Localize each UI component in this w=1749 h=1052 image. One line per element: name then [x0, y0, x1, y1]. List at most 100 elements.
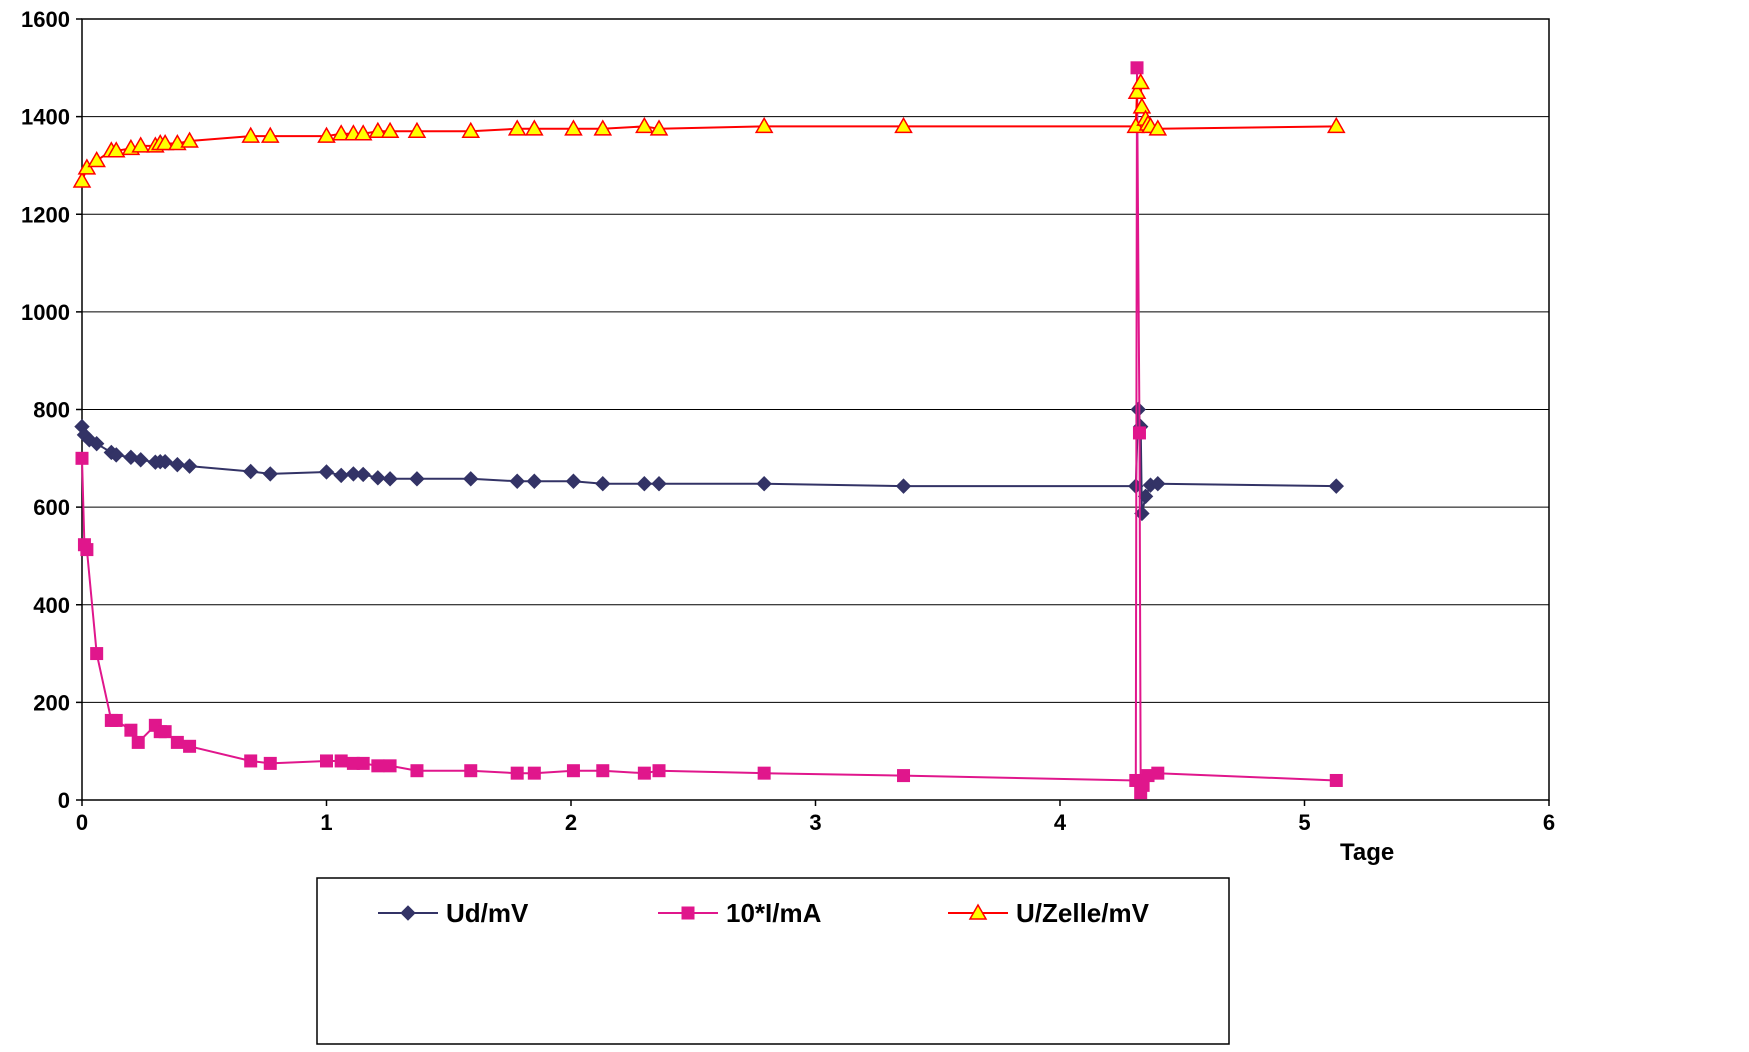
data-point [527, 766, 541, 780]
data-point [1150, 475, 1166, 492]
series-line [81, 67, 1337, 794]
data-point [80, 543, 94, 557]
data-point [87, 151, 106, 168]
x-tick-label: 0 [76, 810, 88, 835]
plot-area [81, 18, 1550, 801]
data-point [894, 116, 913, 134]
data-point [681, 906, 695, 920]
data-point [565, 473, 582, 489]
x-tick-label: 1 [320, 810, 332, 835]
legend-label: 10*I/mA [726, 898, 822, 928]
data-point [317, 126, 336, 143]
data-point [242, 463, 259, 480]
series-1 [74, 401, 1344, 522]
data-point [509, 473, 525, 489]
tick-labels: 0 200 400 600 800 1000 1200 1400 1600 0 1 2 3 4 5 6 [21, 7, 1555, 835]
x-tick-label: 5 [1298, 810, 1310, 835]
data-point [968, 903, 988, 920]
data-point [75, 451, 89, 465]
data-point [526, 473, 543, 489]
series-3 [72, 72, 1346, 188]
data-point [564, 119, 583, 136]
data-point [1326, 116, 1346, 134]
legend-item: Ud/mV [378, 898, 529, 928]
data-point [72, 171, 92, 188]
data-point [260, 126, 280, 143]
data-point [263, 756, 277, 770]
legend-label: U/Zelle/mV [1016, 898, 1150, 928]
data-point [262, 466, 278, 482]
y-tick-label: 0 [58, 788, 70, 813]
data-point [109, 713, 123, 727]
legend-box [316, 877, 1230, 1045]
data-point [596, 764, 610, 778]
y-tick-label: 1000 [21, 300, 70, 325]
data-point [463, 471, 479, 487]
y-tick-label: 600 [33, 495, 70, 520]
data-point [1329, 773, 1343, 787]
data-point [90, 647, 104, 661]
data-point [651, 475, 667, 492]
data-point [158, 725, 172, 739]
data-point [368, 121, 388, 139]
data-point [1151, 766, 1165, 780]
y-tick-label: 200 [33, 690, 70, 715]
data-point [637, 766, 651, 780]
y-tick-label: 800 [33, 398, 70, 423]
data-point [331, 124, 351, 141]
legend-label: Ud/mV [446, 898, 529, 928]
legend-item: U/Zelle/mV [948, 898, 1150, 928]
data-point [106, 141, 126, 158]
data-point [1148, 119, 1168, 136]
data-point [1131, 72, 1150, 90]
series-layer [72, 61, 1346, 800]
data-point [124, 723, 138, 737]
data-point [1137, 488, 1154, 505]
data-point [1130, 401, 1146, 418]
series-2 [75, 61, 1343, 800]
data-point [333, 467, 349, 484]
data-point [318, 464, 335, 480]
data-point [244, 754, 258, 768]
data-point [180, 131, 199, 148]
data-point [593, 119, 613, 136]
data-point [241, 126, 260, 143]
legend-entries: Ud/mV 10*I/mA U/Zelle/mV [378, 898, 1150, 928]
data-point [353, 124, 373, 141]
data-point [1328, 478, 1344, 494]
data-point [356, 756, 370, 770]
data-point [635, 116, 654, 134]
data-point [155, 133, 175, 151]
data-point [380, 121, 400, 139]
legend-item: 10*I/mA [658, 898, 822, 928]
data-point [897, 769, 911, 783]
data-point [595, 475, 611, 492]
y-tick-label: 400 [33, 593, 70, 618]
data-point [757, 766, 771, 780]
data-point [320, 754, 333, 768]
data-point [169, 456, 186, 473]
legend: Ud/mV 10*I/mA U/Zelle/mV [316, 877, 1230, 1045]
x-tick-label: 2 [565, 810, 577, 835]
data-point [400, 905, 416, 921]
data-point [652, 764, 666, 778]
data-point [131, 136, 150, 153]
data-point [895, 478, 912, 494]
data-point [1130, 61, 1144, 75]
data-point [409, 471, 425, 487]
x-tick-label: 6 [1543, 810, 1555, 835]
data-point [1132, 426, 1146, 440]
data-point [157, 454, 173, 470]
x-tick-label: 3 [809, 810, 821, 835]
data-point [566, 764, 580, 778]
data-point [464, 764, 478, 778]
data-point [370, 470, 386, 486]
data-point [371, 759, 385, 773]
data-point [383, 759, 397, 773]
data-point [88, 435, 105, 452]
data-point [131, 735, 145, 749]
data-point [754, 116, 774, 134]
x-tick-label: 4 [1054, 810, 1067, 835]
data-point [1132, 97, 1152, 114]
